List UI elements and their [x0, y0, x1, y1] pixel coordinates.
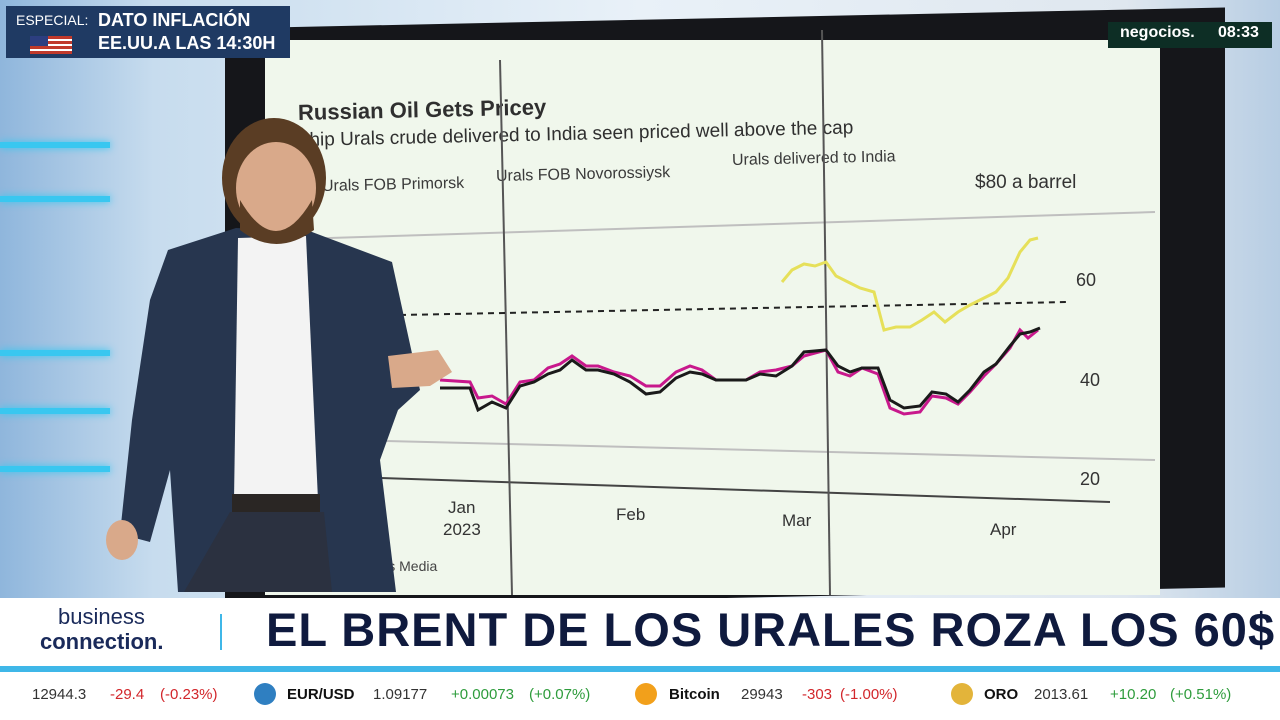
series-line-novorossiysk — [440, 326, 1041, 413]
channel-logo: negocios. — [1120, 24, 1195, 41]
us-flag-icon — [30, 36, 72, 54]
ticker-change: +10.20 — [1110, 686, 1157, 703]
ticker-name: EUR/USD — [287, 686, 355, 703]
ticker-value: 2013.61 — [1034, 686, 1089, 703]
grid-line — [264, 437, 1156, 461]
show-logo-line2: connection. — [40, 629, 164, 654]
screen-seam — [821, 29, 831, 596]
x-axis-line — [379, 477, 1111, 503]
x-tick-label: Jan — [448, 498, 476, 517]
video-wall-screen — [265, 40, 1160, 595]
ticker-value: 1.09177 — [373, 686, 428, 703]
screen-seam — [499, 59, 513, 596]
channel-bug: negocios. 08:33 — [1108, 22, 1272, 48]
lower-third: business connection. EL BRENT DE LOS URA… — [0, 598, 1280, 666]
banner-headline-line1: DATO INFLACIÓN — [98, 10, 251, 30]
x-tick-sublabel: 2023 — [443, 520, 481, 539]
led-strip — [0, 466, 110, 472]
x-tick-label: Mar — [782, 511, 812, 530]
grid-line — [264, 211, 1156, 241]
ticker-name: Bitcoin — [669, 686, 720, 703]
led-strip — [0, 142, 110, 148]
clock: 08:33 — [1218, 24, 1259, 41]
y-unit-label: $80 a barrel — [975, 172, 1077, 193]
headline: EL BRENT DE LOS URALES ROZA LOS 60$ — [266, 603, 1276, 656]
y-tick-label: 20 — [1080, 469, 1101, 489]
ticker-change: -303 — [802, 686, 833, 703]
led-strip — [0, 350, 110, 356]
bitcoin-icon — [635, 683, 657, 705]
banner-label: ESPECIAL: — [16, 12, 89, 28]
ticker-percent: (-0.23%) — [160, 686, 218, 703]
banner-headline-line2: EE.UU.A LAS 14:30H — [98, 33, 276, 53]
ticker-value: 12944.3 — [32, 686, 87, 703]
globe-icon — [254, 683, 276, 705]
led-strip — [0, 196, 110, 202]
ticker-value: 29943 — [741, 686, 783, 703]
special-banner: ESPECIAL: DATO INFLACIÓN EE.UU.A LAS 14:… — [6, 6, 290, 58]
led-strip — [0, 408, 110, 414]
ticker-name: ORO — [984, 686, 1019, 703]
y-tick-label: 40 — [1080, 370, 1101, 390]
y-tick-label: 60 — [1076, 270, 1097, 290]
x-tick-label: Apr — [990, 520, 1017, 539]
market-ticker: 12944.3 -29.4 (-0.23%) EUR/USD 1.09177 +… — [0, 666, 1280, 720]
x-tick-label: Feb — [616, 505, 646, 524]
lower-third-divider — [220, 614, 222, 650]
gold-icon — [951, 683, 973, 705]
show-logo-line1: business — [58, 604, 145, 629]
ticker-percent: (-1.00%) — [840, 686, 898, 703]
ticker-percent: (+0.51%) — [1170, 686, 1232, 703]
ticker-percent: (+0.07%) — [529, 686, 591, 703]
series-line-india — [780, 236, 1039, 332]
ticker-change: +0.00073 — [451, 686, 514, 703]
price-cap-line — [399, 301, 1069, 316]
ticker-change: -29.4 — [110, 686, 145, 703]
